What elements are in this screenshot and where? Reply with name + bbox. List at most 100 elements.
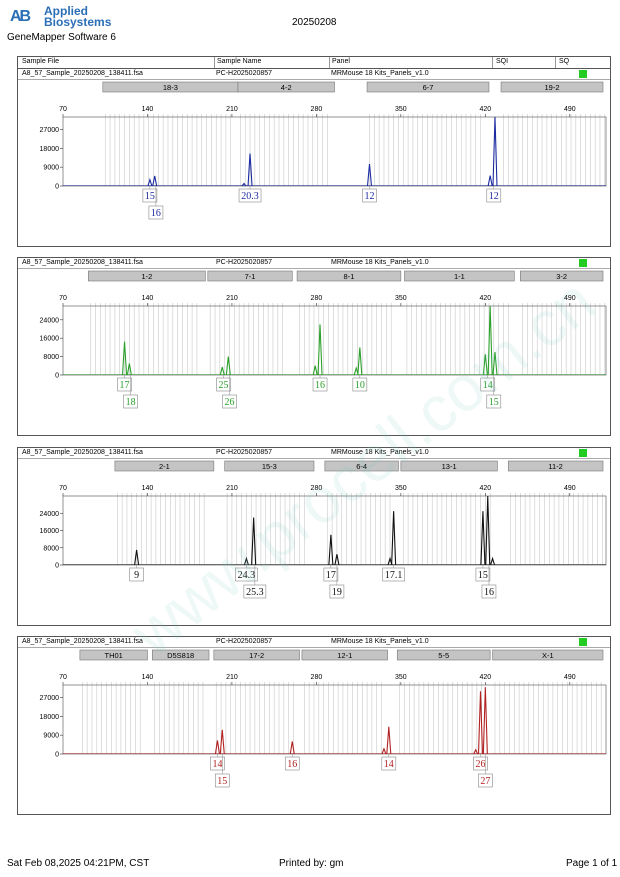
peak xyxy=(492,116,498,187)
allele-call-box xyxy=(329,584,345,599)
allele-call-box xyxy=(382,567,405,582)
electropherogram-panel-blue: A8_57_Sample_20250208_138411.fsa PC-H202… xyxy=(17,68,611,247)
x-tick-label: 70 xyxy=(59,295,67,302)
marker-label: 18-3 xyxy=(163,83,178,92)
peak xyxy=(490,556,496,566)
y-tick-label: 16000 xyxy=(40,528,60,535)
x-tick-label: 280 xyxy=(311,106,323,113)
peak xyxy=(473,748,479,755)
marker-label: 6-4 xyxy=(356,462,367,471)
peak xyxy=(482,687,488,755)
peak xyxy=(391,511,397,566)
col-sample-name: Sample Name xyxy=(217,58,262,65)
col-panel: Panel xyxy=(332,58,350,65)
allele-call-box xyxy=(222,394,237,409)
allele-call-label: 27 xyxy=(480,776,490,787)
y-tick-label: 27000 xyxy=(40,695,60,702)
marker-bar xyxy=(237,81,335,93)
allele-call-label: 19 xyxy=(332,587,342,598)
sample-name: PC-H2025020857 xyxy=(216,70,273,77)
allele-call-label: 18 xyxy=(126,397,136,408)
col-divider xyxy=(214,57,215,68)
plot-frame xyxy=(62,495,607,566)
panel-name: MRMouse 18 Kits_Panels_v1.0 xyxy=(331,449,429,456)
quality-status-indicator xyxy=(579,638,587,646)
sample-name: PC-H2025020857 xyxy=(216,259,273,266)
peak xyxy=(357,347,363,376)
allele-call-box xyxy=(362,188,377,203)
y-tick-label: 9000 xyxy=(43,733,59,740)
peak xyxy=(152,175,158,187)
allele-call-box xyxy=(486,188,502,203)
marker-bar xyxy=(366,81,490,93)
x-tick-label: 490 xyxy=(564,485,576,492)
allele-call-box xyxy=(216,377,231,392)
marker-label: 6-7 xyxy=(423,83,434,92)
col-sqi: SQI xyxy=(496,58,509,65)
brand-name: Applied Biosystems xyxy=(44,5,112,29)
footer-page-number: Page 1 of 1 xyxy=(566,858,618,869)
allele-call-box xyxy=(312,377,328,392)
allele-call-box xyxy=(129,567,144,582)
allele-call-box xyxy=(238,188,262,203)
peak xyxy=(485,495,491,566)
x-tick-label: 420 xyxy=(479,485,491,492)
brand-line-2: Biosystems xyxy=(44,15,112,29)
peak xyxy=(312,365,318,376)
allele-call-label: 15 xyxy=(217,776,227,787)
marker-bar xyxy=(114,460,215,472)
allele-call-label: 24.3 xyxy=(238,570,256,581)
allele-call-label: 15 xyxy=(478,570,488,581)
x-tick-label: 490 xyxy=(564,295,576,302)
allele-call-box xyxy=(210,756,225,771)
allele-call-box xyxy=(235,567,258,582)
x-tick-label: 280 xyxy=(311,485,323,492)
marker-label: X-1 xyxy=(542,651,554,660)
allele-call-label: 20.3 xyxy=(241,191,258,202)
panel-name: MRMouse 18 Kits_Panels_v1.0 xyxy=(331,259,429,266)
quality-status-indicator xyxy=(579,259,587,267)
sample-file: A8_57_Sample_20250208_138411.fsa xyxy=(22,449,143,456)
allele-call-box xyxy=(284,756,300,771)
y-tick-label: 8000 xyxy=(43,545,59,552)
allele-call-box xyxy=(243,584,267,599)
peak xyxy=(492,351,498,376)
marker-bar xyxy=(213,649,300,661)
panel-name: MRMouse 18 Kits_Panels_v1.0 xyxy=(331,70,429,77)
software-name: GeneMapper Software 6 xyxy=(7,32,116,43)
panel-name: MRMouse 18 Kits_Panels_v1.0 xyxy=(331,638,429,645)
marker-bar xyxy=(500,81,604,93)
electropherogram-chart: 2-1 15-3 6-4 13-1 11-2 70 140 210 280 350 420 490 0 8… xyxy=(40,460,607,599)
marker-bar xyxy=(492,649,604,661)
electropherogram-panel-green: A8_57_Sample_20250208_138411.fsa PC-H202… xyxy=(17,257,611,436)
allele-call-box xyxy=(481,584,497,599)
y-tick-label: 24000 xyxy=(40,317,60,324)
report-date: 20250208 xyxy=(292,17,337,28)
x-tick-label: 490 xyxy=(564,106,576,113)
peak xyxy=(477,691,484,755)
marker-bar xyxy=(396,649,491,661)
allele-call-box xyxy=(323,567,339,582)
peak xyxy=(328,534,334,566)
marker-label: 15-3 xyxy=(262,462,277,471)
marker-label: 1-1 xyxy=(454,272,465,281)
allele-call-box xyxy=(148,205,164,220)
electropherogram-chart: 18-3 4-2 6-7 19-2 70 140 210 280 350 420 490 0 9000 1… xyxy=(40,81,607,220)
marker-label: 17-2 xyxy=(249,651,264,660)
col-divider xyxy=(492,57,493,68)
peak xyxy=(482,354,488,376)
allele-call-label: 9 xyxy=(134,570,139,581)
col-sample-file: Sample File xyxy=(22,58,59,65)
x-tick-label: 70 xyxy=(59,485,67,492)
allele-call-label: 16 xyxy=(287,759,297,770)
peak xyxy=(147,177,153,187)
x-tick-label: 140 xyxy=(142,295,154,302)
x-tick-label: 420 xyxy=(479,295,491,302)
marker-label: 12-1 xyxy=(337,651,352,660)
marker-bar xyxy=(79,649,148,661)
col-sq: SQ xyxy=(559,58,570,65)
allele-call-label: 17 xyxy=(120,380,130,391)
peak xyxy=(317,324,323,376)
allele-call-label: 14 xyxy=(384,759,394,770)
x-tick-label: 70 xyxy=(59,106,67,113)
